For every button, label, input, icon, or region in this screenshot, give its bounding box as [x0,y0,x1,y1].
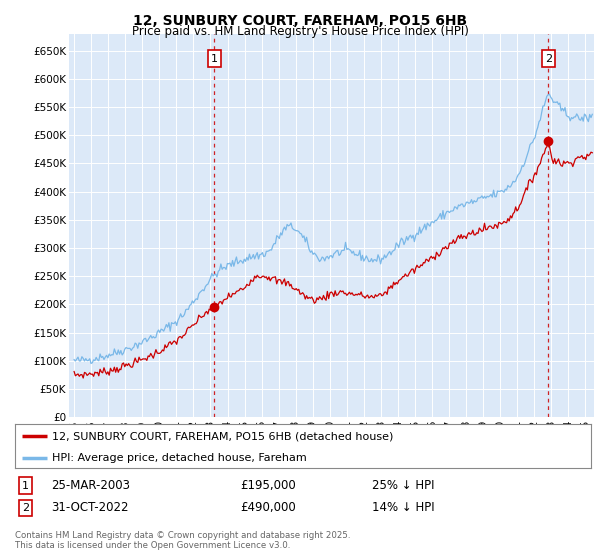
Text: HPI: Average price, detached house, Fareham: HPI: Average price, detached house, Fare… [52,453,307,463]
Text: 1: 1 [22,480,29,491]
Text: 25-MAR-2003: 25-MAR-2003 [51,479,130,492]
Text: £490,000: £490,000 [240,501,296,515]
Text: 2: 2 [545,54,552,63]
Text: 12, SUNBURY COURT, FAREHAM, PO15 6HB (detached house): 12, SUNBURY COURT, FAREHAM, PO15 6HB (de… [52,431,394,441]
Text: 25% ↓ HPI: 25% ↓ HPI [372,479,434,492]
Text: 12, SUNBURY COURT, FAREHAM, PO15 6HB: 12, SUNBURY COURT, FAREHAM, PO15 6HB [133,14,467,28]
Text: 14% ↓ HPI: 14% ↓ HPI [372,501,434,515]
Text: 1: 1 [211,54,218,63]
Text: 2: 2 [22,503,29,513]
Text: Contains HM Land Registry data © Crown copyright and database right 2025.
This d: Contains HM Land Registry data © Crown c… [15,531,350,550]
Text: £195,000: £195,000 [240,479,296,492]
Text: 31-OCT-2022: 31-OCT-2022 [51,501,128,515]
Text: Price paid vs. HM Land Registry's House Price Index (HPI): Price paid vs. HM Land Registry's House … [131,25,469,38]
